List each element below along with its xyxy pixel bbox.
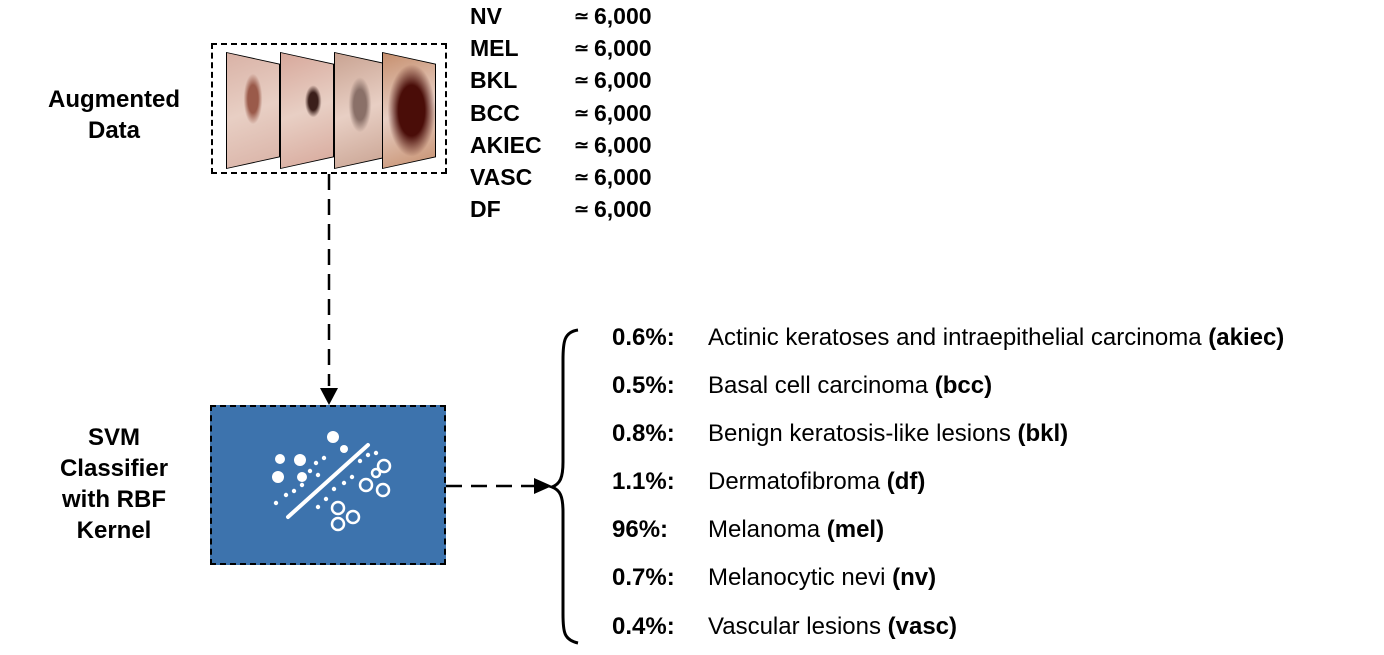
count-class: DF bbox=[470, 196, 501, 223]
result-class-name: Dermatofibroma bbox=[708, 468, 887, 496]
augmented-label-line2: Data bbox=[87, 117, 141, 144]
result-class-name: Actinic keratoses and intraepithelial ca… bbox=[708, 324, 1209, 351]
lesion-image-3 bbox=[335, 53, 387, 168]
count-approx: ≃ bbox=[574, 166, 590, 187]
result-class-name: Basal cell carcinoma bbox=[708, 372, 935, 400]
lesion-image-1 bbox=[227, 53, 279, 168]
result-class-abbr: (nv) bbox=[892, 564, 937, 592]
result-class-abbr: (akiec) bbox=[1208, 324, 1285, 351]
svm-label-line2: Classifier bbox=[59, 455, 169, 482]
result-class-abbr: (mel) bbox=[826, 516, 885, 544]
count-class: NV bbox=[470, 3, 502, 29]
count-value: 6,000 bbox=[594, 196, 652, 223]
count-approx: ≃ bbox=[574, 199, 590, 220]
count-value: 6,000 bbox=[594, 3, 652, 29]
svm-classifier-box bbox=[210, 405, 446, 565]
result-percent: 1.1%: bbox=[612, 468, 675, 496]
results-brace bbox=[547, 328, 579, 645]
svm-label-line3: with RBF bbox=[62, 486, 166, 513]
result-percent: 0.7%: bbox=[612, 564, 675, 592]
result-class: Basal cell carcinoma (bcc) bbox=[708, 366, 992, 406]
result-class-abbr: (df) bbox=[886, 468, 926, 496]
lesion-image-4 bbox=[383, 53, 435, 168]
result-class-abbr: (vasc) bbox=[887, 612, 958, 640]
result-class-name: Melanoma bbox=[708, 516, 827, 544]
count-value: 6,000 bbox=[594, 131, 652, 158]
down-arrowhead bbox=[320, 388, 338, 405]
count-approx: ≃ bbox=[574, 6, 590, 26]
count-approx: ≃ bbox=[574, 134, 590, 155]
result-class-name: Benign keratosis-like lesions bbox=[708, 420, 1018, 448]
svm-classifier-label: SVM Classifier with RBF Kernel bbox=[36, 422, 192, 546]
result-class: Dermatofibroma (df) bbox=[708, 462, 925, 502]
count-value: 6,000 bbox=[594, 99, 652, 126]
result-class: Vascular lesions (vasc) bbox=[708, 607, 957, 647]
count-value: 6,000 bbox=[594, 163, 652, 190]
count-approx: ≃ bbox=[574, 102, 590, 123]
count-class: BCC bbox=[470, 99, 520, 126]
result-percent: 0.5%: bbox=[612, 372, 675, 400]
result-class-abbr: (bcc) bbox=[934, 372, 993, 400]
result-class-abbr: (bkl) bbox=[1017, 420, 1069, 448]
result-percent: 96%: bbox=[612, 516, 669, 544]
count-value: 6,000 bbox=[594, 35, 652, 62]
count-class: AKIEC bbox=[470, 131, 542, 158]
count-approx: ≃ bbox=[574, 70, 590, 91]
count-class: VASC bbox=[470, 163, 533, 190]
augmented-images-box bbox=[211, 43, 447, 174]
result-percent: 0.4%: bbox=[612, 612, 675, 640]
augmented-label-line1: Augmented bbox=[48, 86, 180, 113]
svm-label-line1: SVM bbox=[87, 424, 140, 451]
count-value: 6,000 bbox=[594, 67, 652, 94]
result-class: Melanocytic nevi (nv) bbox=[708, 558, 936, 598]
svm-label-line4: Kernel bbox=[76, 517, 152, 544]
result-class-name: Melanocytic nevi bbox=[708, 564, 893, 592]
count-class: MEL bbox=[470, 35, 519, 62]
result-class: Actinic keratoses and intraepithelial ca… bbox=[708, 318, 1284, 358]
count-class: BKL bbox=[470, 67, 518, 94]
result-percent: 0.8%: bbox=[612, 420, 675, 448]
count-approx: ≃ bbox=[574, 38, 590, 59]
lesion-image-2 bbox=[281, 53, 333, 168]
result-class: Melanoma (mel) bbox=[708, 510, 884, 550]
svm-separation-icon bbox=[272, 431, 392, 532]
result-class-name: Vascular lesions bbox=[708, 612, 888, 640]
result-class: Benign keratosis-like lesions (bkl) bbox=[708, 414, 1068, 454]
augmented-data-label: Augmented Data bbox=[28, 84, 200, 146]
right-arrowhead bbox=[534, 478, 552, 494]
result-percent: 0.6%: bbox=[612, 324, 675, 351]
